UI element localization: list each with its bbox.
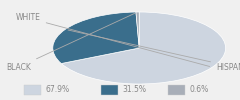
Wedge shape: [53, 12, 139, 64]
Text: 67.9%: 67.9%: [46, 86, 70, 94]
Text: 31.5%: 31.5%: [122, 86, 146, 94]
Wedge shape: [61, 12, 226, 84]
Text: WHITE: WHITE: [16, 14, 210, 66]
FancyBboxPatch shape: [168, 85, 185, 95]
Text: HISPANIC: HISPANIC: [68, 30, 240, 72]
FancyBboxPatch shape: [101, 85, 118, 95]
Text: 0.6%: 0.6%: [190, 86, 209, 94]
Wedge shape: [136, 12, 139, 48]
FancyBboxPatch shape: [24, 85, 41, 95]
Text: BLACK: BLACK: [6, 13, 135, 72]
